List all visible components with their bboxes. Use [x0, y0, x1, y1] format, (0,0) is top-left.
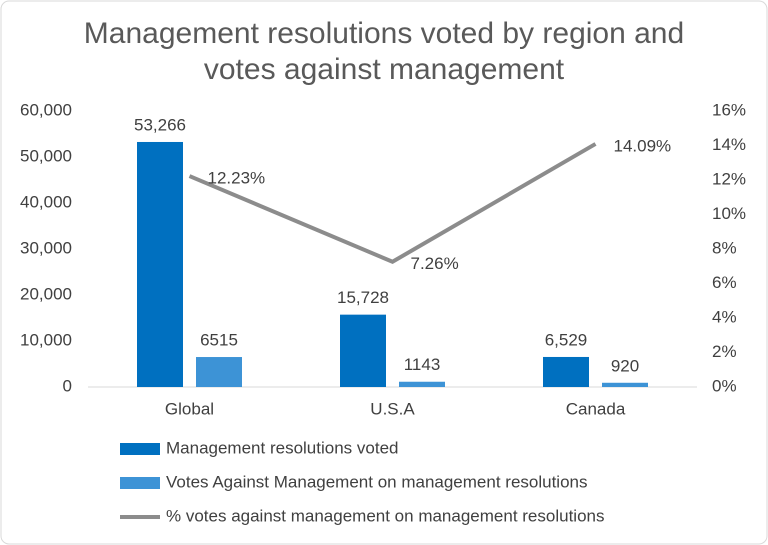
legend-swatch: [120, 443, 160, 455]
bar: [196, 357, 242, 387]
data-label: 7.26%: [411, 254, 459, 273]
data-label: 1143: [404, 355, 441, 374]
bar: [602, 382, 648, 387]
bar: [137, 141, 183, 387]
bar: [340, 314, 386, 387]
x-tick-label: U.S.A: [370, 399, 415, 418]
y-tick-label: 0: [63, 376, 72, 395]
data-label: 15,728: [337, 288, 389, 307]
y2-tick-label: 10%: [712, 204, 746, 223]
data-label: 6515: [200, 331, 238, 350]
bar: [543, 356, 589, 387]
y2-tick-label: 14%: [712, 135, 746, 154]
legend-swatch: [120, 477, 160, 489]
y2-tick-label: 16%: [712, 100, 746, 119]
y-tick-label: 50,000: [20, 146, 72, 165]
line: [188, 142, 597, 264]
y-tick-label: 30,000: [20, 238, 72, 257]
y-tick-label: 40,000: [20, 192, 72, 211]
data-label: 6,529: [545, 330, 588, 349]
y2-tick-label: 12%: [712, 169, 746, 188]
y-tick-label: 20,000: [20, 284, 72, 303]
data-label: 14.09%: [614, 136, 672, 155]
chart-title: Management resolutions voted by region a…: [83, 17, 685, 86]
x-tick-label: Global: [165, 399, 214, 418]
data-label: 12.23%: [208, 169, 266, 188]
legend-label: Votes Against Management on management r…: [166, 472, 588, 491]
y-tick-label: 10,000: [20, 330, 72, 349]
x-tick-label: Canada: [566, 399, 626, 418]
legend-label: % votes against management on management…: [166, 506, 604, 525]
data-label: 920: [611, 356, 639, 375]
y2-tick-label: 6%: [712, 273, 737, 292]
legend-label: Management resolutions voted: [166, 438, 398, 457]
y2-tick-label: 2%: [712, 342, 737, 361]
bar: [399, 381, 445, 387]
y2-tick-label: 4%: [712, 307, 737, 326]
data-label: 53,266: [134, 115, 186, 134]
y2-tick-label: 0%: [712, 376, 737, 395]
y2-tick-label: 8%: [712, 238, 737, 257]
y-tick-label: 60,000: [20, 100, 72, 119]
